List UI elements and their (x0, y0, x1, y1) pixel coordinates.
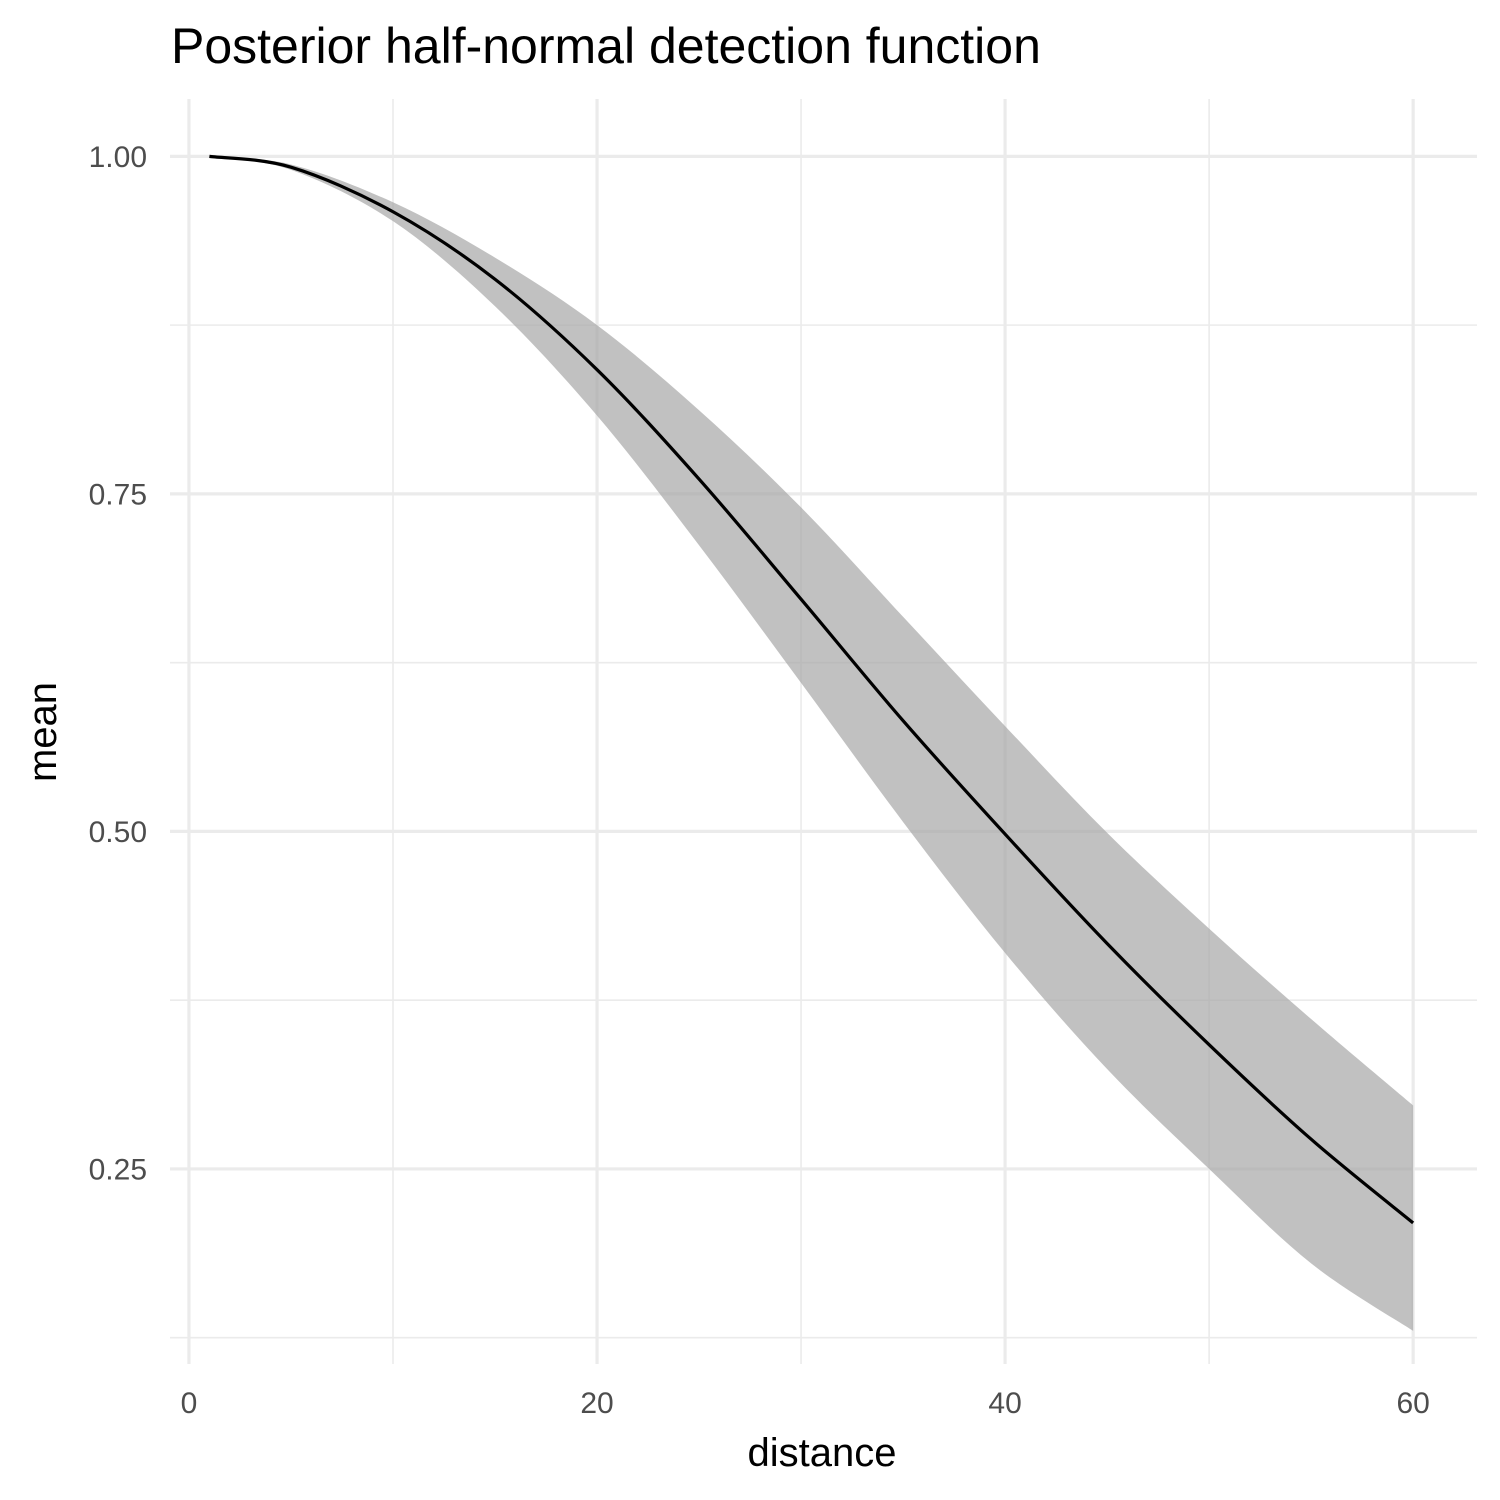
y-tick-label: 0.50 (89, 816, 147, 849)
credible-interval-band (209, 156, 1414, 1331)
chart-title: Posterior half-normal detection function (171, 18, 1041, 74)
x-tick-label: 20 (580, 1387, 613, 1420)
y-tick-label: 1.00 (89, 141, 147, 174)
mean-line (209, 154, 1415, 1225)
x-axis-ticks: 0 20 40 60 (181, 1387, 1430, 1420)
x-tick-label: 40 (988, 1387, 1021, 1420)
y-axis-ticks: 0.25 0.50 0.75 1.00 (89, 141, 147, 1187)
x-tick-label: 0 (181, 1387, 198, 1420)
y-axis-title: mean (21, 682, 65, 782)
x-axis-title: distance (748, 1431, 897, 1475)
y-tick-label: 0.25 (89, 1153, 147, 1186)
x-tick-label: 60 (1396, 1387, 1429, 1420)
y-tick-label: 0.75 (89, 478, 147, 511)
